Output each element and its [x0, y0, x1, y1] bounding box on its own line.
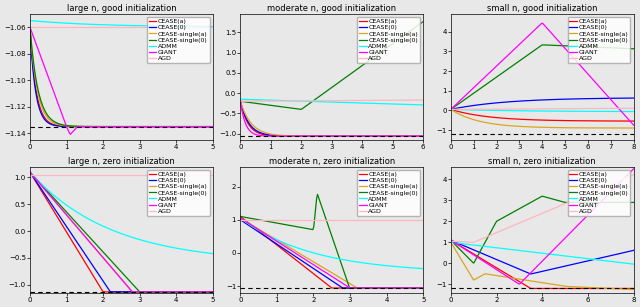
Legend: CEASE(a), CEASE(0), CEASE-single(a), CEASE-single(0), ADMM, GIANT, AGD: CEASE(a), CEASE(0), CEASE-single(a), CEA…: [568, 17, 630, 63]
Legend: CEASE(a), CEASE(0), CEASE-single(a), CEASE-single(0), ADMM, GIANT, AGD: CEASE(a), CEASE(0), CEASE-single(a), CEA…: [147, 17, 210, 63]
Legend: CEASE(a), CEASE(0), CEASE-single(a), CEASE-single(0), ADMM, GIANT, AGD: CEASE(a), CEASE(0), CEASE-single(a), CEA…: [357, 170, 420, 216]
Legend: CEASE(a), CEASE(0), CEASE-single(a), CEASE-single(0), ADMM, GIANT, AGD: CEASE(a), CEASE(0), CEASE-single(a), CEA…: [147, 170, 210, 216]
Title: small n, good initialization: small n, good initialization: [487, 4, 598, 13]
Legend: CEASE(a), CEASE(0), CEASE-single(a), CEASE-single(0), ADMM, GIANT, AGD: CEASE(a), CEASE(0), CEASE-single(a), CEA…: [568, 170, 630, 216]
Title: moderate n, zero initialization: moderate n, zero initialization: [269, 157, 395, 166]
Title: large n, zero initialization: large n, zero initialization: [68, 157, 175, 166]
Title: moderate n, good initialization: moderate n, good initialization: [268, 4, 396, 13]
Legend: CEASE(a), CEASE(0), CEASE-single(a), CEASE-single(0), ADMM, GIANT, AGD: CEASE(a), CEASE(0), CEASE-single(a), CEA…: [357, 17, 420, 63]
Title: small n, zero initialization: small n, zero initialization: [488, 157, 596, 166]
Title: large n, good initialization: large n, good initialization: [67, 4, 176, 13]
